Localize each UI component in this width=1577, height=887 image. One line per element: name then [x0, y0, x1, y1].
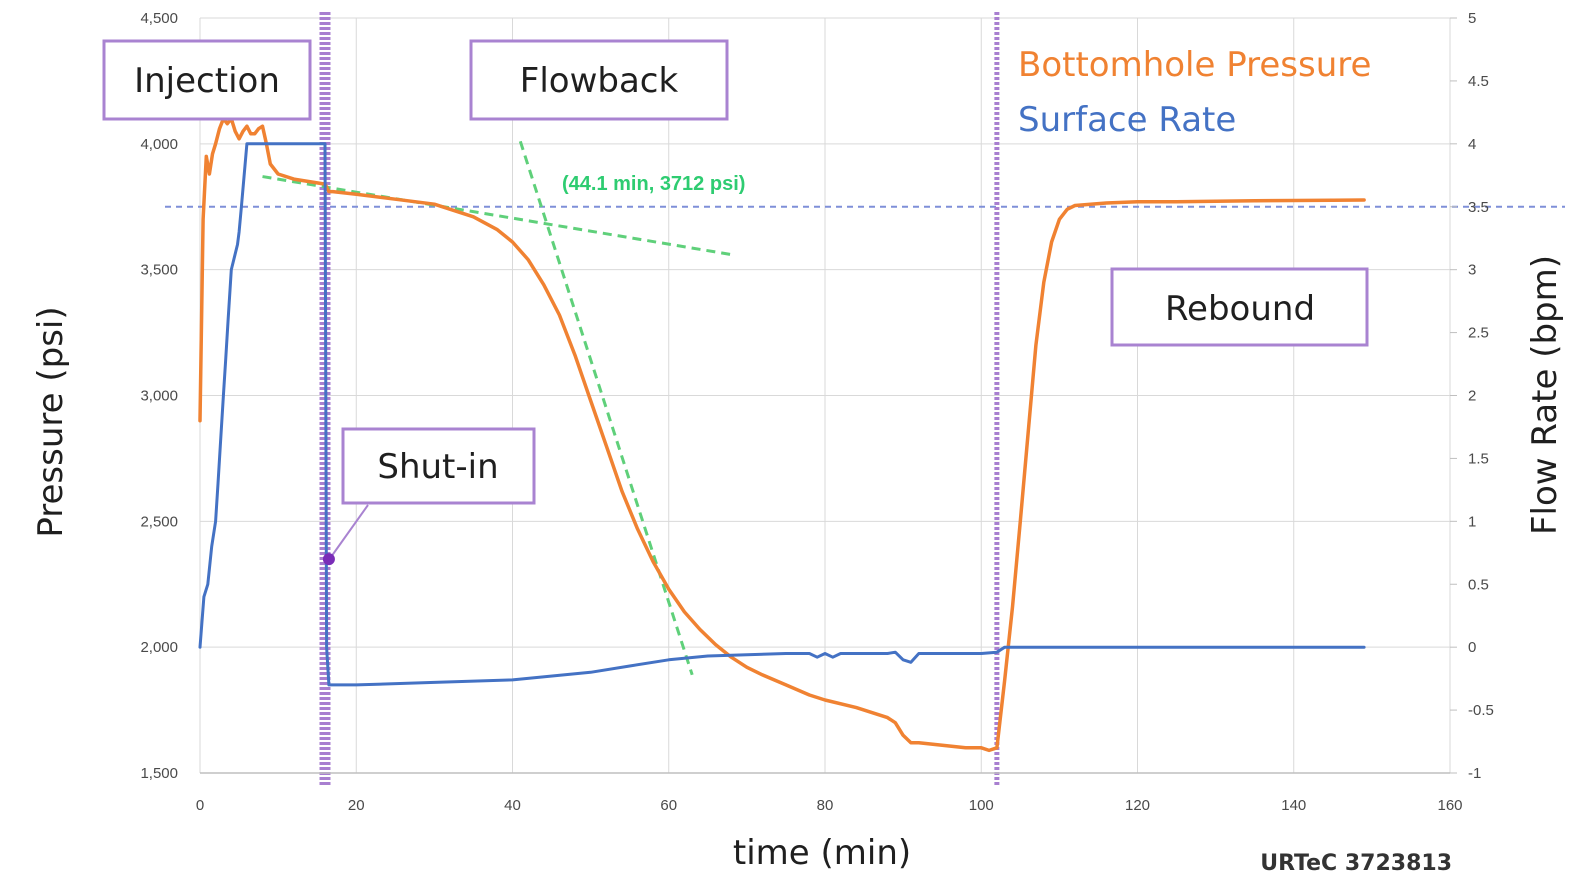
y-left-tick-label: 2,500	[140, 513, 178, 530]
tangent-line	[518, 140, 694, 676]
y-left-tick-label: 4,500	[140, 10, 178, 27]
y-right-tick-label: 4	[1468, 136, 1476, 153]
y-right-tick-label: 0	[1468, 639, 1476, 656]
x-tick-label: 160	[1437, 797, 1462, 814]
phase-label-flowback: Flowback	[520, 61, 679, 101]
x-tick-label: 120	[1125, 797, 1150, 814]
y-left-tick-label: 2,000	[140, 639, 178, 656]
tangent-line	[262, 175, 732, 257]
x-tick-label: 60	[660, 797, 677, 814]
y-left-tick-label: 1,500	[140, 765, 178, 782]
y-axis-right-title: Flow Rate (bpm)	[1525, 255, 1565, 535]
series-line-bottomhole-pressure	[198, 116, 1366, 753]
y-right-tick-label: 3.5	[1468, 199, 1489, 216]
phase-box-injection: Injection	[102, 39, 312, 121]
axes: 0 20 40 60 80 100 120 140 1601,5002,0002,5003,00…	[140, 10, 1493, 814]
phase-box-rebound: Rebound	[1110, 267, 1369, 347]
phase-box-shut-in: Shut-in	[341, 427, 536, 505]
y-right-tick-label: 0.5	[1468, 576, 1489, 593]
x-tick-label: 140	[1281, 797, 1306, 814]
y-right-tick-label: 5	[1468, 10, 1476, 27]
shut-in-marker	[322, 553, 335, 566]
grid	[199, 17, 1451, 774]
x-axis-title: time (min)	[733, 833, 911, 873]
y-left-tick-label: 3,500	[140, 262, 178, 279]
shut-in-pointer	[330, 504, 369, 558]
x-tick-label: 0	[196, 797, 204, 814]
phase-label-shut-in: Shut-in	[377, 447, 498, 487]
phase-box-flowback: Flowback	[469, 39, 729, 121]
y-right-tick-label: 3	[1468, 262, 1476, 279]
x-tick-label: 20	[348, 797, 365, 814]
y-right-tick-label: 1	[1468, 513, 1476, 530]
legend-bottomhole-pressure: Bottomhole Pressure	[1018, 45, 1371, 85]
y-right-tick-label: 2.5	[1468, 325, 1489, 342]
tangent-lines	[262, 140, 732, 676]
legend-surface-rate: Surface Rate	[1018, 100, 1236, 140]
y-right-tick-label: 1.5	[1468, 450, 1489, 467]
x-tick-label: 100	[969, 797, 994, 814]
y-right-tick-label: -1	[1468, 765, 1481, 782]
y-right-tick-label: -0.5	[1468, 702, 1494, 719]
phase-label-rebound: Rebound	[1165, 289, 1315, 329]
y-right-tick-label: 4.5	[1468, 73, 1489, 90]
x-tick-label: 80	[817, 797, 834, 814]
x-tick-label: 40	[504, 797, 521, 814]
y-axis-left-title: Pressure (psi)	[31, 306, 71, 537]
y-left-tick-label: 4,000	[140, 136, 178, 153]
phase-label-injection: Injection	[134, 61, 280, 101]
source-label: URTeC 3723813	[1260, 851, 1452, 876]
intersection-annotation: (44.1 min, 3712 psi)	[562, 173, 745, 195]
series-line-surface-rate	[198, 142, 1366, 687]
series-layer	[198, 116, 1366, 753]
y-right-tick-label: 2	[1468, 388, 1476, 405]
y-left-tick-label: 3,000	[140, 388, 178, 405]
phase-lines	[319, 12, 1000, 787]
